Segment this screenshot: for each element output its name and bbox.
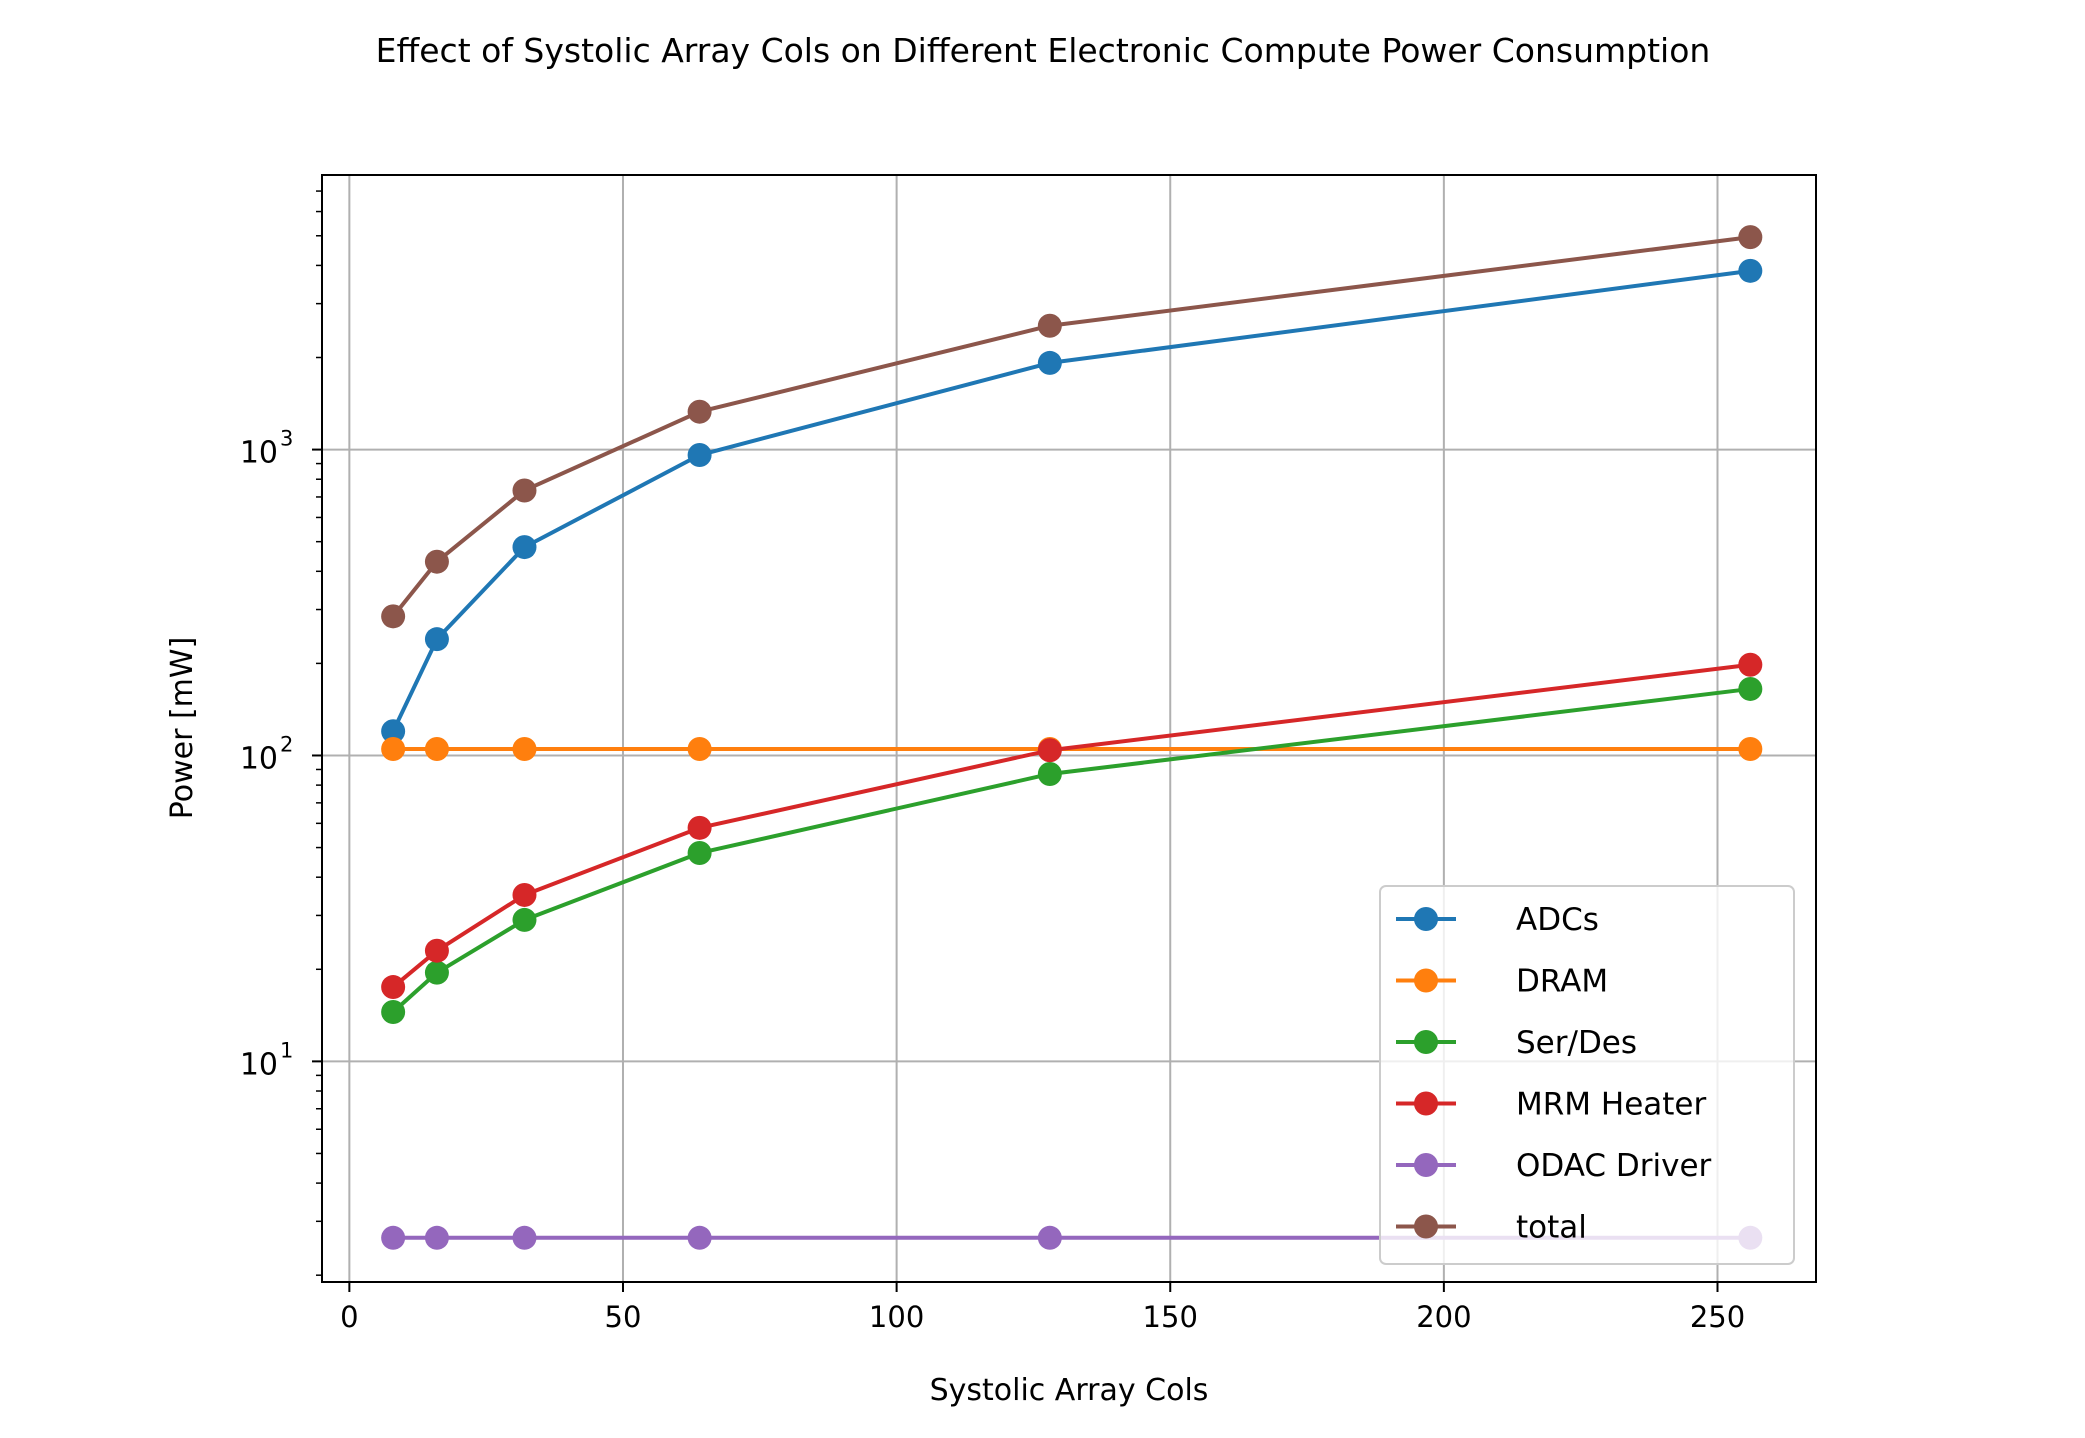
data-point bbox=[1037, 1225, 1062, 1250]
legend-item: ADCs bbox=[1396, 902, 1599, 938]
y-tick-label: 10 bbox=[240, 436, 278, 471]
data-point bbox=[687, 399, 712, 424]
series-adcs bbox=[381, 258, 1763, 744]
series-group bbox=[381, 225, 1763, 1250]
data-point bbox=[381, 604, 406, 629]
data-point bbox=[512, 907, 537, 932]
legend: ADCs DRAM Ser/Des MRM Heater ODAC Driver tota… bbox=[1379, 885, 1795, 1265]
data-point bbox=[512, 478, 537, 503]
y-tick-label: 10 bbox=[240, 741, 278, 776]
data-point bbox=[512, 1225, 537, 1250]
series-dram bbox=[381, 736, 1763, 761]
data-point bbox=[424, 960, 449, 985]
legend-marker bbox=[1414, 1214, 1438, 1239]
x-tick-label: 250 bbox=[1690, 1300, 1745, 1334]
data-point bbox=[687, 1225, 712, 1250]
legend-item: ODAC Driver bbox=[1396, 1148, 1712, 1184]
data-point bbox=[424, 1225, 449, 1250]
data-point bbox=[687, 815, 712, 840]
y-tick-label-exponent: 1 bbox=[280, 1038, 293, 1062]
data-point bbox=[424, 627, 449, 652]
legend-item: DRAM bbox=[1396, 964, 1608, 1000]
data-point bbox=[1738, 652, 1763, 677]
data-point bbox=[1037, 738, 1062, 763]
legend-marker bbox=[1414, 968, 1438, 993]
data-point bbox=[381, 975, 406, 1000]
x-tick-label: 0 bbox=[340, 1300, 358, 1334]
series-ser-des bbox=[381, 676, 1763, 1025]
legend-box bbox=[1379, 885, 1795, 1265]
series-mrm-heater bbox=[381, 652, 1763, 1000]
legend-item: MRM Heater bbox=[1396, 1087, 1706, 1123]
data-point bbox=[1738, 736, 1763, 761]
y-tick-label-exponent: 3 bbox=[280, 427, 293, 451]
legend-marker bbox=[1414, 1153, 1438, 1177]
legend-label: DRAM bbox=[1516, 964, 1608, 1000]
series-line bbox=[391, 268, 1751, 733]
legend-marker bbox=[1414, 1091, 1438, 1116]
data-point bbox=[512, 736, 537, 761]
data-point bbox=[381, 719, 406, 744]
x-tick-label: 100 bbox=[869, 1300, 924, 1334]
data-point bbox=[1037, 313, 1062, 338]
data-point bbox=[687, 443, 712, 468]
chart-title: Effect of Systolic Array Cols on Differe… bbox=[376, 31, 1711, 70]
plot-frame bbox=[321, 174, 1817, 1283]
data-point bbox=[512, 882, 537, 907]
series-total bbox=[381, 225, 1763, 629]
legend-marker bbox=[1414, 907, 1438, 931]
y-axis-label: Power [mW] bbox=[165, 637, 200, 820]
legend-label: ODAC Driver bbox=[1516, 1148, 1712, 1184]
legend-label: Ser/Des bbox=[1516, 1025, 1637, 1061]
legend-item: total bbox=[1396, 1210, 1587, 1246]
y-tick-label-exponent: 2 bbox=[280, 732, 293, 756]
legend-marker bbox=[1414, 1030, 1438, 1054]
x-tick-label: 150 bbox=[1143, 1300, 1198, 1334]
legend-item: Ser/Des bbox=[1396, 1025, 1637, 1061]
data-point bbox=[687, 840, 712, 865]
data-point bbox=[1738, 258, 1763, 283]
data-point bbox=[512, 535, 537, 560]
data-point bbox=[1037, 761, 1062, 786]
data-point bbox=[381, 1000, 406, 1025]
series-odac-driver bbox=[381, 1225, 1763, 1250]
y-tick-label: 10 bbox=[240, 1047, 278, 1082]
data-point bbox=[424, 938, 449, 963]
data-point bbox=[1037, 350, 1062, 375]
x-tick-label: 200 bbox=[1416, 1300, 1471, 1334]
data-point bbox=[424, 736, 449, 761]
legend-label: total bbox=[1516, 1210, 1587, 1246]
data-point bbox=[687, 736, 712, 761]
x-axis-label: Systolic Array Cols bbox=[930, 1373, 1209, 1408]
data-point bbox=[1738, 225, 1763, 250]
legend-label: MRM Heater bbox=[1516, 1087, 1706, 1123]
data-point bbox=[424, 549, 449, 574]
x-tick-label: 50 bbox=[605, 1300, 642, 1334]
data-point bbox=[381, 736, 406, 761]
data-point bbox=[381, 1225, 406, 1250]
legend-label: ADCs bbox=[1516, 902, 1599, 938]
data-point bbox=[1738, 676, 1763, 701]
